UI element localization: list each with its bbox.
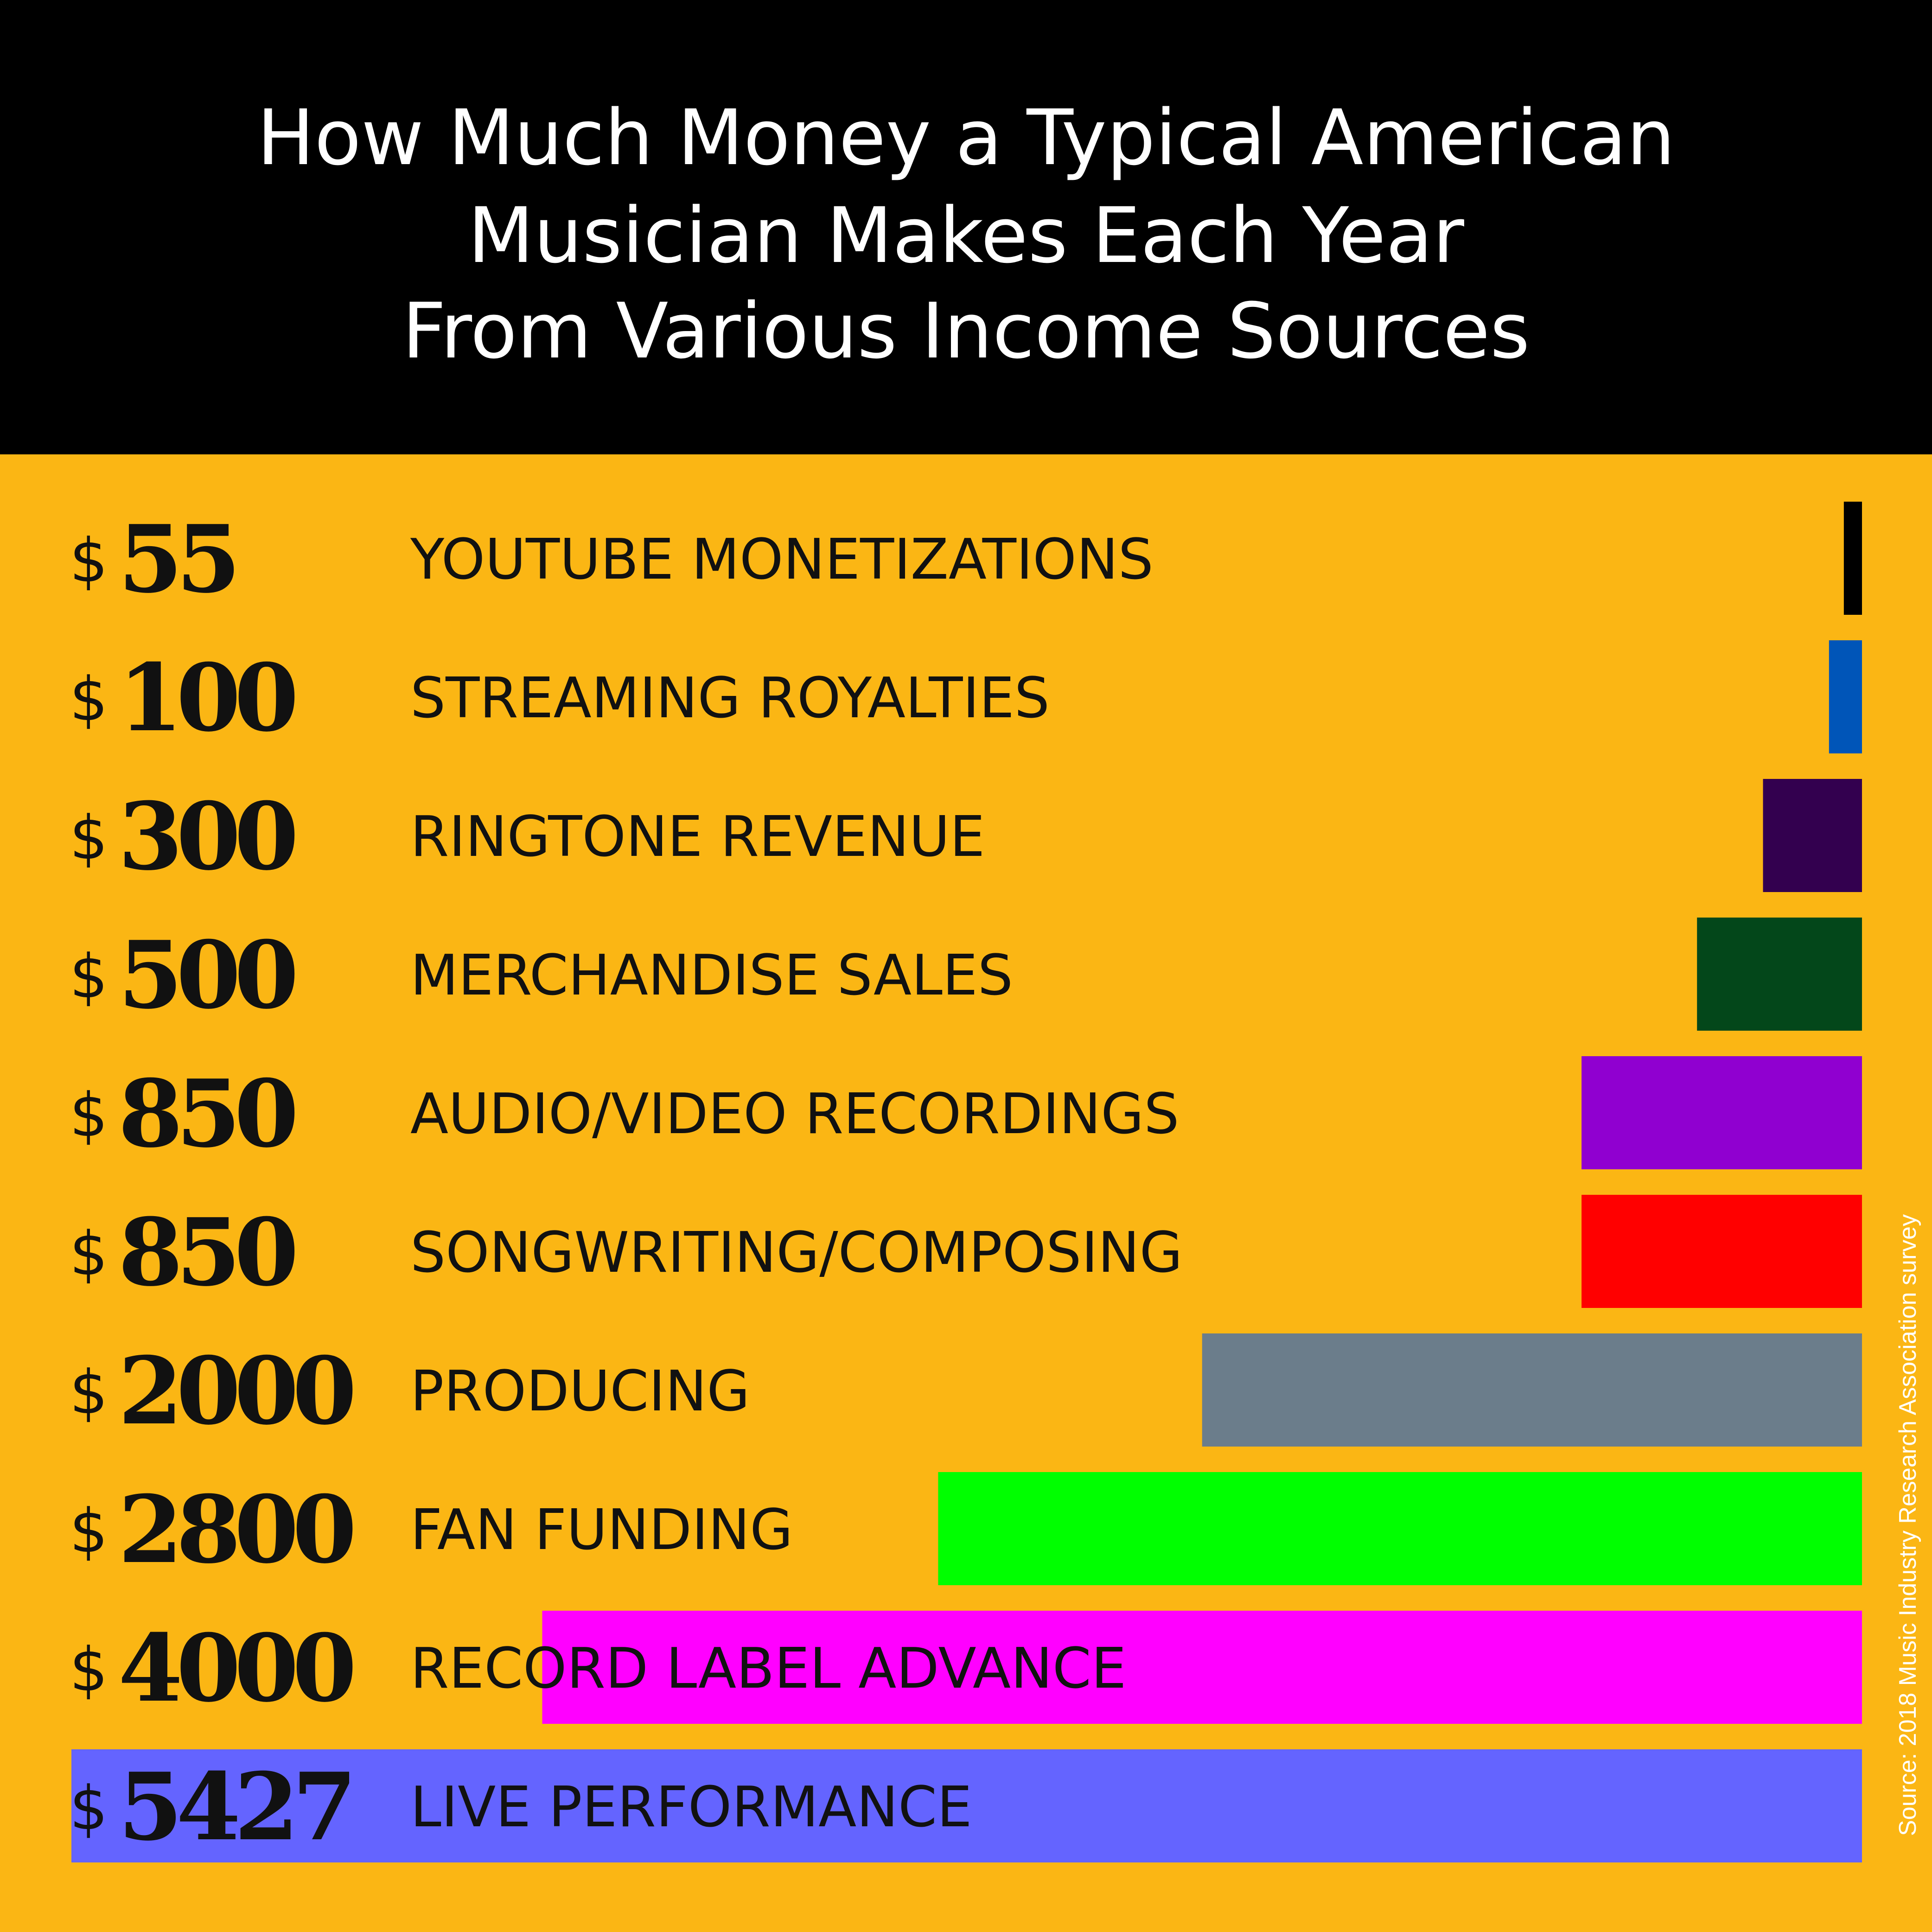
bar-9 — [71, 1749, 1862, 1862]
value-label-3: 500 — [118, 921, 294, 1030]
category-label-7: FAN FUNDING — [410, 1498, 793, 1562]
value-label-0: 55 — [118, 505, 234, 614]
category-label-4: AUDIO/VIDEO RECORDINGS — [410, 1082, 1179, 1147]
category-label-2: RINGTONE REVENUE — [410, 805, 985, 869]
bar-5 — [1581, 1195, 1862, 1308]
value-label-1: 100 — [118, 644, 294, 752]
bar-6 — [1202, 1333, 1862, 1447]
title-line-2: Musician Makes Each Year — [468, 191, 1464, 280]
value-label-5: 850 — [118, 1198, 294, 1307]
header: How Much Money a Typical American Musici… — [0, 0, 1932, 454]
category-label-3: MERCHANDISE SALES — [410, 944, 1013, 1008]
title-line-3: From Various Income Sources — [402, 287, 1530, 376]
category-label-9: LIVE PERFORMANCE — [410, 1775, 972, 1840]
currency-symbol-4: $ — [70, 1080, 108, 1150]
category-label-5: SONGWRITING/COMPOSING — [410, 1221, 1183, 1285]
bar-3 — [1697, 918, 1862, 1031]
currency-symbol-0: $ — [70, 525, 108, 596]
category-label-1: STREAMING ROYALTIES — [410, 666, 1050, 731]
currency-symbol-6: $ — [70, 1357, 108, 1428]
bar-1 — [1829, 640, 1862, 753]
category-label-6: PRODUCING — [410, 1359, 750, 1424]
title-line-1: How Much Money a Typical American — [257, 93, 1675, 182]
value-label-9: 5427 — [118, 1753, 351, 1862]
value-label-8: 4000 — [118, 1614, 352, 1723]
currency-symbol-1: $ — [70, 664, 108, 734]
currency-symbol-3: $ — [70, 941, 108, 1012]
bar-7 — [938, 1472, 1862, 1585]
value-label-7: 2800 — [118, 1475, 352, 1584]
bar-2 — [1763, 779, 1862, 892]
bar-0 — [1843, 502, 1862, 615]
value-label-6: 2000 — [118, 1337, 352, 1446]
bar-8 — [542, 1611, 1862, 1724]
currency-symbol-5: $ — [70, 1218, 108, 1289]
currency-symbol-8: $ — [70, 1634, 108, 1705]
currency-symbol-7: $ — [70, 1496, 108, 1566]
category-label-8: RECORD LABEL ADVANCE — [410, 1637, 1126, 1701]
value-label-4: 850 — [118, 1059, 294, 1168]
currency-symbol-9: $ — [70, 1773, 108, 1843]
value-label-2: 300 — [118, 782, 294, 891]
source-note: Source: 2018 Music Industry Research Ass… — [1894, 1214, 1921, 1836]
bar-4 — [1581, 1056, 1862, 1169]
currency-symbol-2: $ — [70, 803, 108, 873]
category-label-0: YOUTUBE MONETIZATIONS — [410, 528, 1154, 592]
